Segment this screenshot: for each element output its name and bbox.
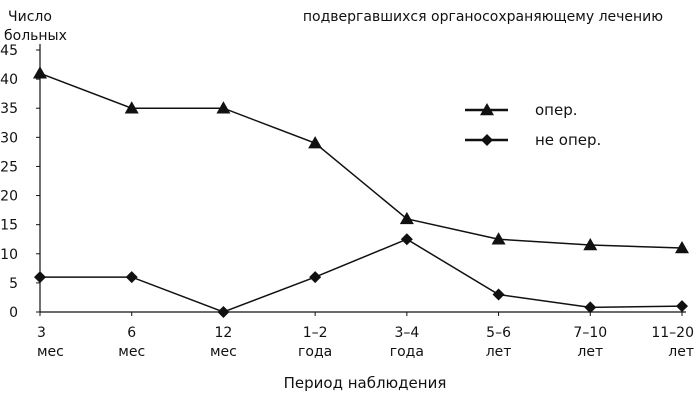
x-tick-label: 6 [127, 325, 136, 341]
legend-label: не опер. [535, 131, 601, 149]
x-tick-label: лет [486, 344, 512, 360]
x-tick-label: 7–10 [573, 325, 607, 341]
data-point-triangle [491, 232, 506, 245]
data-point-diamond [400, 233, 413, 246]
data-point-triangle [216, 101, 231, 114]
legend-marker [481, 134, 493, 146]
x-tick-label: мес [118, 344, 145, 360]
x-tick-label: 11–20 [651, 325, 694, 341]
x-tick-label: 3 [37, 325, 46, 341]
x-tick-label: года [298, 344, 332, 360]
data-point-diamond [676, 300, 688, 313]
x-tick-label: 3–4 [394, 325, 419, 341]
legend: опер. не опер. [465, 101, 601, 149]
data-point-triangle [308, 136, 323, 149]
data-point-diamond [217, 306, 230, 318]
data-point-triangle [675, 240, 689, 254]
y-tick-label: 15 [0, 218, 18, 234]
series-layer [33, 66, 689, 318]
y-tick-label: 35 [0, 101, 18, 117]
axes: 0 5 10 15 20 25 30 35 40 45 3 мес 6 мес 12 мес 1–2 года 3–… [0, 43, 694, 360]
x-tick-label: 1–2 [303, 325, 328, 341]
y-tick-label: 40 [0, 72, 18, 88]
data-point-diamond [584, 301, 597, 314]
chart-title: подвергавшихся органосохраняющему лечени… [303, 9, 663, 25]
y-axis-label-line-1: Число [8, 9, 52, 25]
y-tick-label: 5 [9, 276, 18, 292]
data-point-triangle [124, 101, 139, 114]
x-tick-label: мес [210, 344, 237, 360]
legend-label: опер. [535, 101, 578, 119]
series-line [40, 238, 683, 313]
data-point-triangle [33, 66, 47, 79]
x-tick-label: лет [668, 344, 694, 360]
series-1 [33, 66, 689, 254]
series-line [39, 72, 683, 249]
legend-item-1: опер. [465, 101, 578, 119]
data-point-triangle [583, 238, 598, 251]
x-tick-label: лет [577, 344, 603, 360]
legend-marker [480, 103, 494, 116]
y-tick-label: 20 [0, 189, 18, 205]
y-tick-label: 45 [0, 43, 18, 59]
y-tick-label: 10 [0, 247, 18, 263]
x-tick-label: 5–6 [486, 325, 511, 341]
data-point-triangle [399, 211, 414, 225]
data-point-diamond [309, 271, 322, 284]
legend-item-2: не опер. [465, 131, 601, 149]
data-point-diamond [125, 271, 138, 284]
y-axis-label-line-2: больных [4, 28, 67, 44]
x-tick-label: мес [37, 344, 64, 360]
y-tick-label: 30 [0, 130, 18, 146]
series-2 [34, 233, 688, 318]
y-tick-label: 0 [9, 305, 18, 321]
y-tick-label: 25 [0, 159, 18, 175]
x-axis-label: Период наблюдения [284, 374, 447, 392]
x-tick-label: года [390, 344, 424, 360]
x-tick-label: 12 [215, 325, 233, 341]
data-point-diamond [492, 288, 505, 301]
data-point-diamond [34, 271, 46, 284]
